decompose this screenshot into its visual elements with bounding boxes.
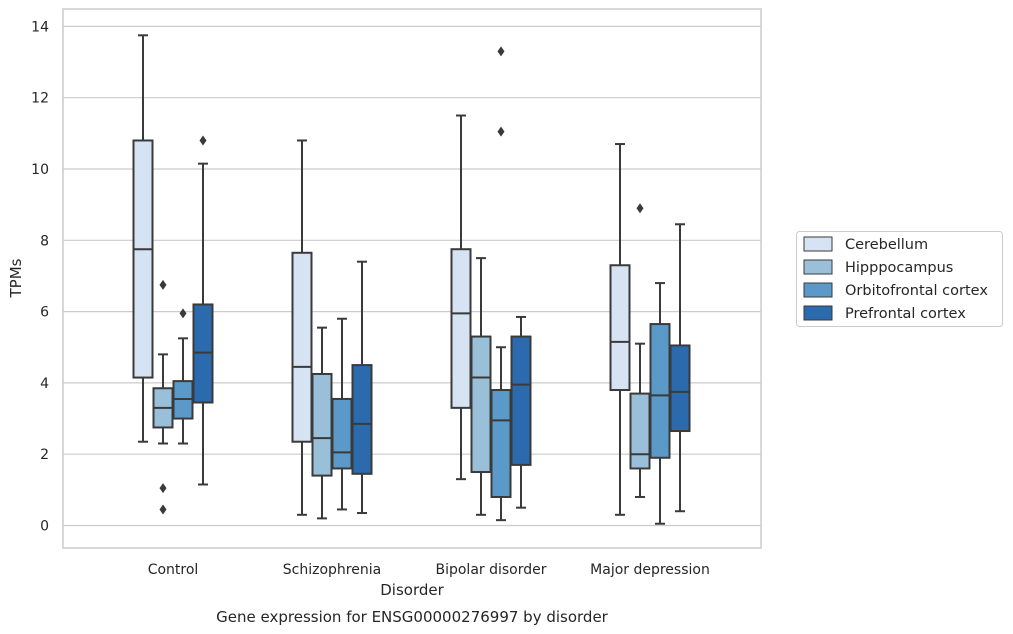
box-element	[649, 282, 671, 525]
box-element	[629, 342, 651, 498]
y-tick-label: 10	[31, 162, 49, 178]
box-element	[132, 34, 154, 443]
box-element	[351, 260, 373, 515]
iqr-box	[331, 397, 353, 470]
boxes	[132, 34, 691, 525]
box-element	[450, 114, 472, 481]
legend-swatch	[803, 259, 833, 275]
box-element	[470, 257, 492, 516]
iqr-box	[470, 335, 492, 474]
iqr-box	[351, 364, 373, 475]
iqr-box	[510, 335, 532, 466]
iqr-box	[490, 389, 512, 498]
chart-caption: Gene expression for ENSG00000276997 by d…	[216, 608, 609, 626]
x-axis-label: Disorder	[380, 581, 444, 599]
box-element	[490, 346, 512, 522]
outlier-point	[199, 135, 207, 146]
legend-label: Orbitofrontal cortex	[845, 283, 988, 299]
plot-frame	[62, 8, 762, 549]
iqr-box	[609, 264, 631, 392]
legend-swatch	[803, 236, 833, 252]
iqr-box	[132, 139, 154, 379]
legend-swatch	[803, 305, 833, 321]
box-element	[172, 337, 194, 445]
iqr-box	[311, 372, 333, 477]
box-element	[311, 326, 333, 520]
y-tick-label: 12	[31, 91, 49, 107]
box-element	[510, 315, 532, 509]
x-tick-label: Major depression	[590, 562, 710, 578]
box-element	[152, 353, 174, 445]
y-tick-label: 6	[40, 305, 49, 321]
x-tick-label: Schizophrenia	[283, 562, 381, 578]
legend: Cerebellum Hipppocampus Orbitofrontal cort…	[796, 231, 1003, 327]
x-tick-label: Bipolar disorder	[435, 562, 546, 578]
legend-frame	[796, 231, 1003, 327]
y-tick-label: 2	[40, 447, 49, 463]
y-tick-label: 4	[40, 376, 49, 392]
legend-label: Cerebellum	[845, 237, 928, 253]
iqr-box	[291, 251, 313, 443]
outliers	[159, 46, 644, 515]
x-axis-ticks: Control Schizophrenia Bipolar disorder Majo…	[148, 562, 710, 578]
y-tick-label: 0	[40, 519, 49, 535]
y-tick-label: 14	[31, 19, 49, 35]
outlier-point	[497, 46, 505, 57]
outlier-point	[497, 126, 505, 137]
box-element	[291, 139, 313, 516]
box-element	[192, 162, 214, 486]
outlier-point	[159, 279, 167, 290]
iqr-box	[450, 248, 472, 409]
outlier-point	[159, 483, 167, 494]
outlier-point	[636, 203, 644, 214]
box-element	[609, 143, 631, 516]
legend-items: Cerebellum Hipppocampus Orbitofrontal cort…	[803, 236, 988, 322]
y-axis-label: TPMs	[7, 258, 25, 298]
legend-label: Prefrontal cortex	[845, 306, 966, 322]
iqr-box	[649, 323, 671, 459]
iqr-box	[629, 392, 651, 470]
outlier-point	[179, 308, 187, 319]
outlier-point	[159, 504, 167, 515]
iqr-box	[669, 344, 691, 433]
box-element	[669, 223, 691, 513]
y-axis-ticks: 0 2 4 6 8 10 12 14	[31, 19, 49, 534]
box-element	[331, 317, 353, 511]
y-tick-label: 8	[40, 233, 49, 249]
x-tick-label: Control	[148, 562, 199, 578]
legend-swatch	[803, 282, 833, 298]
legend-label: Hipppocampus	[845, 260, 953, 276]
